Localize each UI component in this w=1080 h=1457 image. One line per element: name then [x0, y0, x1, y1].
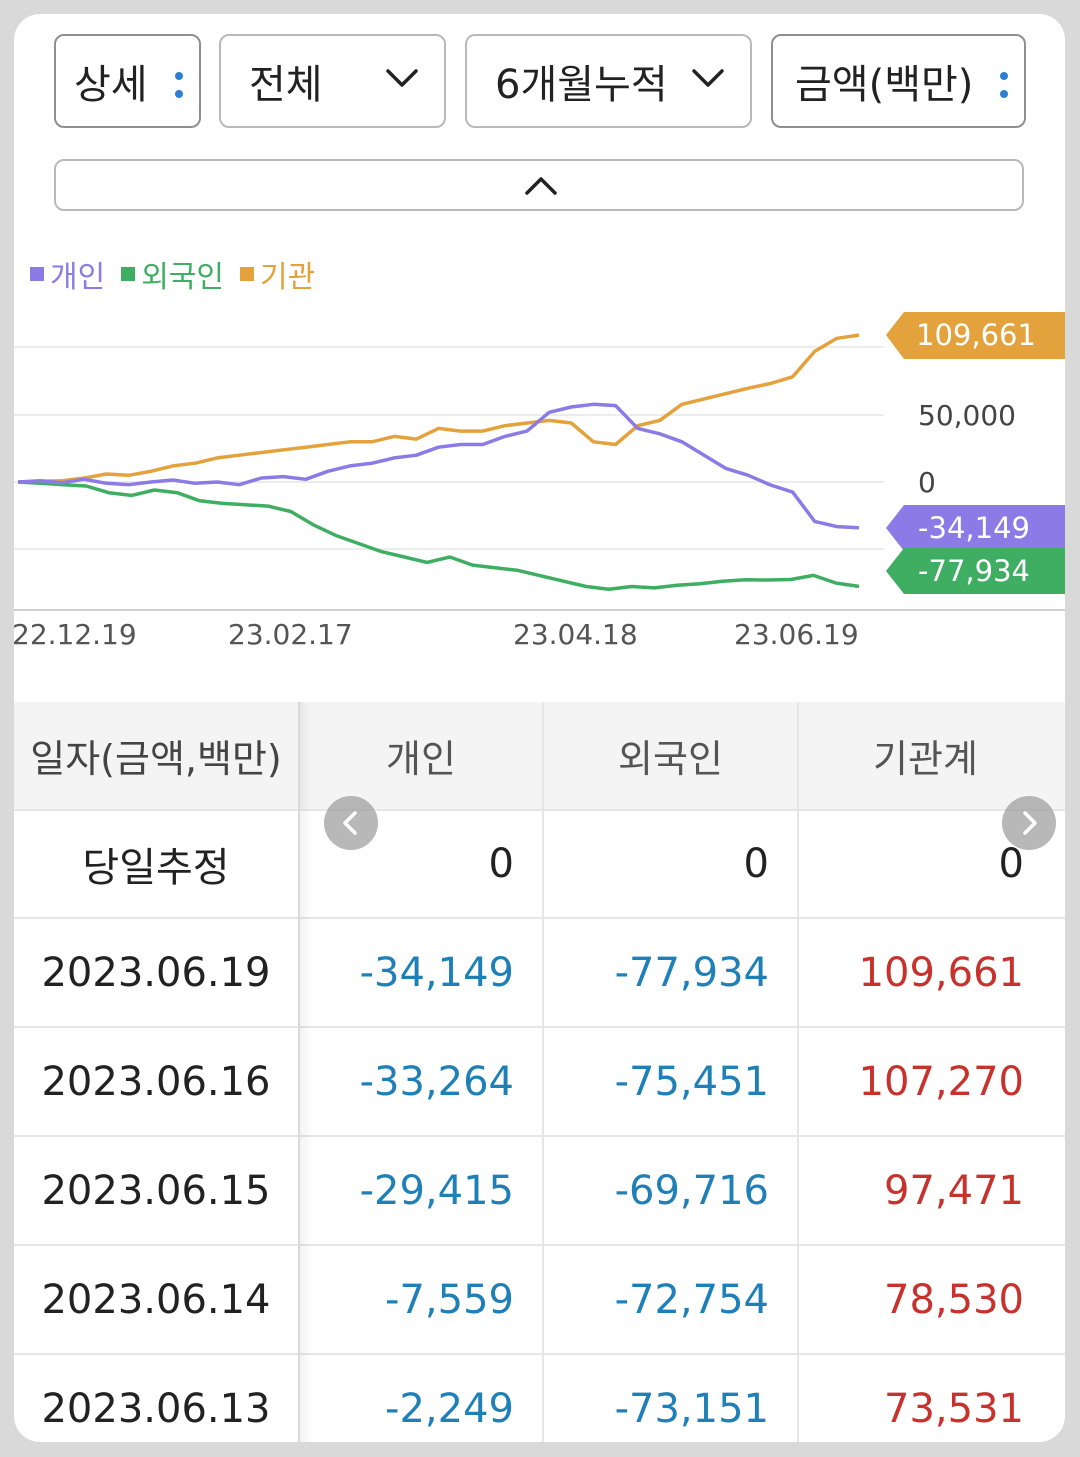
unit-select[interactable]: 금액(백만) [771, 34, 1026, 128]
investor-line-chart: 109,661 50,000 0 -34,149 -77,934 22.12.1… [14, 312, 1065, 651]
table-row: 2023.06.15 -29,415 -69,716 97,471 [14, 1137, 1065, 1246]
row-institution: 97,471 [797, 1137, 1052, 1244]
scope-select[interactable]: 전체 [219, 34, 446, 128]
scope-select-label: 전체 [249, 62, 323, 108]
detail-select-label: 상세 [74, 62, 148, 108]
row-date: 당일추정 [82, 844, 230, 891]
series-line-individual [17, 402, 860, 530]
x-tick-label: 23.02.17 [228, 618, 353, 651]
period-select[interactable]: 6개월누적 [465, 34, 752, 128]
row-institution: 78,530 [797, 1246, 1052, 1353]
row-foreign: -69,716 [542, 1137, 797, 1244]
value-tag-institution: 109,661 [886, 312, 1065, 359]
series-line-institution [17, 333, 860, 484]
chevron-left-icon [343, 811, 357, 835]
scroll-left-button[interactable] [324, 796, 378, 850]
row-individual: -33,264 [298, 1028, 542, 1135]
row-foreign: 0 [542, 810, 797, 917]
row-date: 2023.06.16 [41, 1058, 271, 1105]
row-individual: 0 [298, 810, 542, 917]
detail-select[interactable]: 상세 [54, 34, 201, 128]
investor-trend-card: 상세 전체 6개월누적 금액(백만) 개인 외국인 [14, 14, 1065, 1442]
table-row: 2023.06.14 -7,559 -72,754 78,530 [14, 1246, 1065, 1355]
chevron-down-icon [386, 69, 418, 87]
row-institution: 107,270 [797, 1028, 1052, 1135]
row-date: 2023.06.15 [41, 1167, 271, 1214]
unit-select-label: 금액(백만) [795, 62, 974, 108]
y-tick-label: 0 [918, 466, 936, 499]
series-line-foreign [17, 480, 860, 591]
row-institution: 109,661 [797, 919, 1052, 1026]
x-tick-label: 23.06.19 [734, 618, 859, 651]
legend-swatch [30, 267, 44, 281]
legend-label: 기관 [260, 260, 316, 295]
collapse-toggle-button[interactable] [54, 159, 1024, 211]
row-date: 2023.06.13 [41, 1385, 271, 1432]
row-date: 2023.06.19 [41, 949, 271, 996]
value-tag-text: -34,149 [918, 511, 1030, 545]
table-row: 2023.06.19 -34,149 -77,934 109,661 [14, 919, 1065, 1028]
legend-swatch [121, 267, 136, 281]
value-tag-text: 109,661 [916, 318, 1036, 352]
legend-item-institution: 기관 [240, 252, 315, 296]
legend-item-individual: 개인 [30, 252, 105, 296]
header-date: 일자(금액,백만) [30, 737, 282, 781]
legend-item-foreign: 외국인 [121, 252, 224, 296]
value-tag-foreign: -77,934 [886, 548, 1065, 594]
value-tag-text: -77,934 [918, 554, 1030, 588]
table-row: 당일추정 0 0 0 [14, 810, 1065, 919]
table-row: 2023.06.16 -33,264 -75,451 107,270 [14, 1028, 1065, 1137]
x-tick-label: 23.04.18 [513, 618, 638, 651]
frozen-column-shadow [298, 702, 312, 1442]
row-individual: -2,249 [298, 1355, 542, 1442]
row-individual: -34,149 [298, 919, 542, 1026]
row-institution: 73,531 [797, 1355, 1052, 1442]
header-individual: 개인 [298, 702, 542, 809]
legend-label: 외국인 [141, 260, 225, 295]
row-foreign: -72,754 [542, 1246, 797, 1353]
chart-legend: 개인 외국인 기관 [30, 252, 315, 296]
row-individual: -29,415 [298, 1137, 542, 1244]
chevron-right-icon [1023, 811, 1037, 835]
row-foreign: -73,151 [542, 1355, 797, 1442]
x-tick-label: 22.12.19 [14, 618, 137, 651]
row-date: 2023.06.14 [41, 1276, 271, 1323]
chevron-up-icon [525, 177, 557, 195]
value-tag-individual: -34,149 [886, 505, 1065, 551]
legend-swatch [240, 267, 255, 281]
table-row: 2023.06.13 -2,249 -73,151 73,531 [14, 1355, 1065, 1442]
legend-label: 개인 [50, 260, 106, 295]
scroll-right-button[interactable] [1002, 796, 1056, 850]
header-institution: 기관계 [797, 702, 1052, 809]
row-individual: -7,559 [298, 1246, 542, 1353]
row-foreign: -77,934 [542, 919, 797, 1026]
period-select-label: 6개월누적 [495, 62, 668, 108]
header-foreign: 외국인 [542, 702, 797, 809]
row-foreign: -75,451 [542, 1028, 797, 1135]
kebab-icon [1000, 72, 1008, 98]
table-header-row: 일자(금액,백만) 개인 외국인 기관계 [14, 702, 1065, 811]
chevron-down-icon [692, 69, 724, 87]
y-tick-label: 50,000 [918, 399, 1016, 432]
kebab-icon [175, 72, 183, 98]
